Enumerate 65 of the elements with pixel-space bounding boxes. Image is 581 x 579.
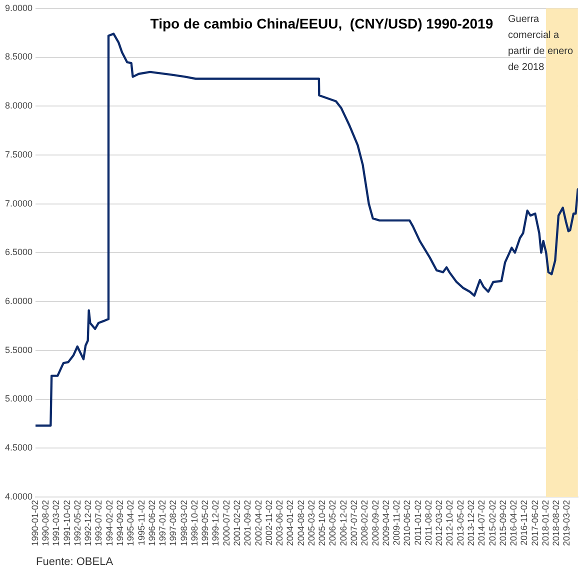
x-tick-label: 2018-08-02 — [551, 500, 562, 546]
x-tick-label: 2006-05-02 — [328, 500, 338, 546]
y-tick-label: 7.0000 — [4, 198, 33, 208]
y-tick-label: 4.5000 — [4, 442, 33, 453]
x-tick-label: 2001-02-02 — [232, 500, 242, 546]
text: Tipo de cambio China/EEUU, (CNY/USD) 1990-2019 — [150, 15, 494, 32]
x-tick-label: 2008-02-02 — [360, 500, 370, 546]
y-tick-label: 9.0000 — [4, 2, 33, 13]
x-tick-label: 1999-12-02 — [210, 500, 221, 546]
x-tick-label: 1994-02-02 — [104, 500, 114, 546]
source-note: Fuente: OBELA — [36, 556, 114, 568]
y-tick-label: 6.0000 — [4, 296, 33, 306]
x-tick-label: 2001-09-02 — [242, 500, 253, 546]
x-tick-label: 2007-07-02 — [348, 500, 359, 546]
x-tick-label: 1998-03-02 — [178, 500, 189, 546]
x-tick-label: 1990-01-02 — [30, 500, 40, 546]
x-tick-label: 2002-11-02 — [264, 500, 274, 546]
x-tick-label: 2018-01-02 — [540, 500, 550, 546]
x-tick-label: 2009-11-02 — [392, 500, 402, 546]
x-tick-label: 2014-07-02 — [476, 500, 487, 546]
x-tick-label: 2013-12-02 — [466, 500, 476, 546]
x-tick-label: 1991-03-02 — [51, 500, 62, 546]
x-tick-label: 1996-06-02 — [146, 500, 157, 546]
x-tick-label: 2004-08-02 — [296, 500, 306, 546]
x-tick-label: 1993-07-02 — [94, 500, 104, 546]
y-tick-label: 8.5000 — [4, 52, 33, 62]
x-tick-label: 2015-09-02 — [498, 500, 508, 546]
x-tick-label: 2005-10-02 — [317, 500, 328, 546]
x-tick-label: 2006-12-02 — [338, 500, 348, 546]
x-tick-label: 1991-10-02 — [62, 500, 72, 546]
x-tick-label: 2012-03-02 — [434, 500, 444, 546]
x-tick-label: 1994-09-02 — [115, 500, 126, 546]
x-tick-label: 1995-04-02 — [126, 500, 136, 546]
x-tick-label: 1990-08-02 — [40, 500, 51, 546]
x-tick-label: 1997-01-02 — [158, 500, 168, 546]
x-tick-label: 2017-06-02 — [530, 500, 540, 546]
x-tick-label: 2011-01-02 — [412, 500, 423, 546]
y-tick-label: 7.5000 — [4, 149, 33, 160]
x-tick-label: 2002-04-02 — [253, 500, 264, 546]
x-tick-label: 2009-04-02 — [380, 500, 391, 546]
x-tick-label: 1992-05-02 — [72, 500, 82, 546]
x-tick-label: 2003-06-02 — [274, 500, 285, 546]
y-tick-label: 5.5000 — [4, 344, 33, 355]
x-tick-label: 1997-08-02 — [168, 500, 178, 546]
x-tick-label: 2015-02-02 — [487, 500, 498, 546]
x-tick-label: 2019-03-02 — [562, 500, 572, 546]
x-tick-label: 2000-07-02 — [221, 500, 232, 546]
x-tick-label: 2013-05-02 — [455, 500, 466, 546]
x-tick-label: 2016-04-02 — [508, 500, 519, 546]
y-tick-label: 4.0000 — [4, 491, 33, 502]
x-tick-label: 2005-03-02 — [306, 500, 316, 546]
band-label: Guerra comercial a partir de enero de 2018 — [508, 14, 574, 74]
x-tick-label: 1998-10-02 — [189, 500, 200, 546]
x-tick-label: 2012-10-02 — [444, 500, 455, 546]
x-tick-label: 2011-08-02 — [423, 500, 434, 546]
x-tick-label: 2008-09-02 — [370, 500, 380, 546]
x-tick-label: 2004-01-02 — [285, 500, 296, 546]
y-tick-label: 6.5000 — [4, 247, 33, 258]
x-tick-label: 2016-11-02 — [519, 500, 530, 546]
y-tick-label: 5.0000 — [4, 394, 33, 404]
x-tick-label: 1992-12-02 — [83, 500, 94, 546]
x-tick-label: 2010-06-02 — [402, 500, 412, 546]
x-tick-label: 1999-05-02 — [200, 500, 210, 546]
x-tick-label: 1995-11-02 — [136, 500, 146, 546]
y-tick-label: 8.0000 — [4, 100, 33, 111]
